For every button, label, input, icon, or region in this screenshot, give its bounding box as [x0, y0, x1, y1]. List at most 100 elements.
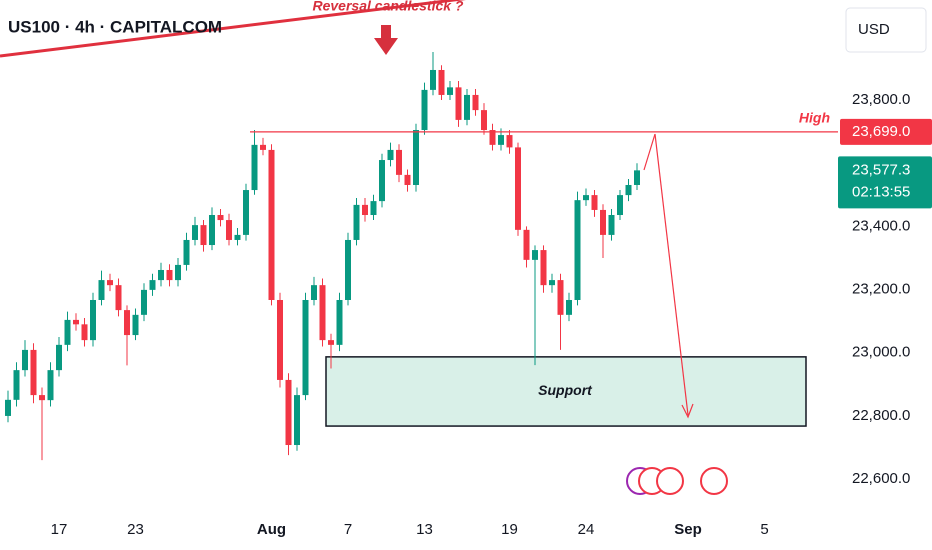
candle-body [455, 87, 462, 120]
candle-body [73, 319, 79, 325]
currency-button[interactable] [845, 7, 927, 53]
event-icons [626, 467, 728, 495]
candle-body [302, 299, 309, 396]
candle-body [149, 280, 156, 290]
candle-body [447, 87, 453, 95]
candle-body [234, 234, 241, 240]
trend-line [0, 0, 467, 58]
plot-area: Support High [5, 51, 838, 461]
projection-arrow [654, 133, 689, 416]
candle-body [158, 269, 164, 281]
candle-body [277, 299, 283, 380]
x-tick-label: 13 [416, 521, 433, 538]
candle-body [557, 280, 564, 315]
candle-body [30, 349, 37, 396]
y-tick-label: 23,400.0 [852, 217, 910, 234]
candle-body [124, 310, 130, 336]
candle-body [634, 170, 640, 185]
candle-body [166, 269, 173, 281]
high-price-tag [840, 118, 932, 145]
high-price-label: 23,699.0 [852, 123, 910, 140]
candle-body [608, 215, 615, 235]
candle-body [81, 324, 88, 341]
candle-body [47, 370, 54, 401]
event-icon [700, 467, 728, 495]
candle-body [209, 215, 215, 246]
candle-body [226, 220, 232, 240]
price-axis [838, 0, 932, 515]
candle-body [438, 69, 445, 95]
candle-body [175, 264, 181, 281]
x-tick-label: 5 [760, 521, 768, 538]
y-tick-label: 22,800.0 [852, 407, 910, 424]
projection-arrow [643, 133, 656, 171]
candle-body [549, 280, 555, 286]
event-icon [656, 467, 684, 495]
support-zone [325, 356, 807, 427]
candle-body [421, 89, 428, 131]
candle-body [90, 299, 96, 341]
candle-body [319, 285, 326, 341]
candle-body [243, 190, 249, 235]
candle-body [574, 200, 581, 300]
arrow-head [681, 403, 694, 419]
candle-body [591, 195, 598, 210]
candle-body [141, 289, 147, 315]
candle-body [464, 94, 470, 120]
candle-body [285, 379, 292, 446]
candle-body [328, 340, 334, 345]
candle-body [387, 149, 394, 161]
candle-body [523, 229, 530, 260]
x-tick-label: 24 [578, 521, 595, 538]
high-label: High [799, 110, 830, 126]
countdown: 02:13:55 [852, 183, 910, 200]
candle-body [294, 395, 300, 446]
candle-body [132, 314, 139, 336]
y-tick-label: 22,600.0 [852, 470, 910, 487]
annotation: Reversal candlestick ? [313, 0, 464, 14]
candle-body [192, 225, 198, 240]
y-tick-label: 23,800.0 [852, 91, 910, 108]
candle-body [107, 280, 113, 286]
candle-body [353, 204, 360, 240]
candle-body [481, 110, 487, 131]
candle-body [56, 344, 62, 371]
candle-body [22, 349, 28, 371]
y-tick-label: 23,200.0 [852, 281, 910, 298]
candle-body [98, 280, 105, 300]
candle-body [362, 204, 368, 216]
last-price-label: 23,577.3 [852, 161, 910, 178]
candle-body [566, 299, 572, 315]
candle-body [115, 285, 122, 311]
candle-body [260, 144, 266, 150]
candle-body [506, 135, 513, 148]
candle-body [39, 395, 45, 401]
candle-body [498, 135, 504, 145]
x-tick-label: 7 [344, 521, 352, 538]
x-tick-label: 19 [501, 521, 518, 538]
candle-body [625, 184, 632, 196]
candle-body [370, 201, 377, 216]
candle-body [311, 285, 317, 300]
candle-body [268, 149, 275, 300]
currency: USD [858, 21, 890, 38]
candle-body [217, 215, 224, 221]
candle-body [64, 319, 71, 345]
candle-body [515, 147, 521, 230]
support-label: Support [538, 382, 593, 398]
candle-body [430, 69, 436, 90]
chart-title: US100 · 4h · CAPITALCOM [8, 17, 222, 36]
candle-body [251, 144, 258, 191]
candle-body [336, 299, 343, 345]
x-tick-label: 23 [127, 521, 144, 538]
candle-body [396, 149, 402, 175]
candle-body [489, 130, 496, 145]
candle-body [200, 225, 207, 246]
candle-body [345, 239, 351, 300]
last-price-tag [838, 156, 932, 209]
candle-body [532, 250, 538, 260]
candle-body [540, 250, 547, 286]
candle-body [379, 160, 385, 202]
